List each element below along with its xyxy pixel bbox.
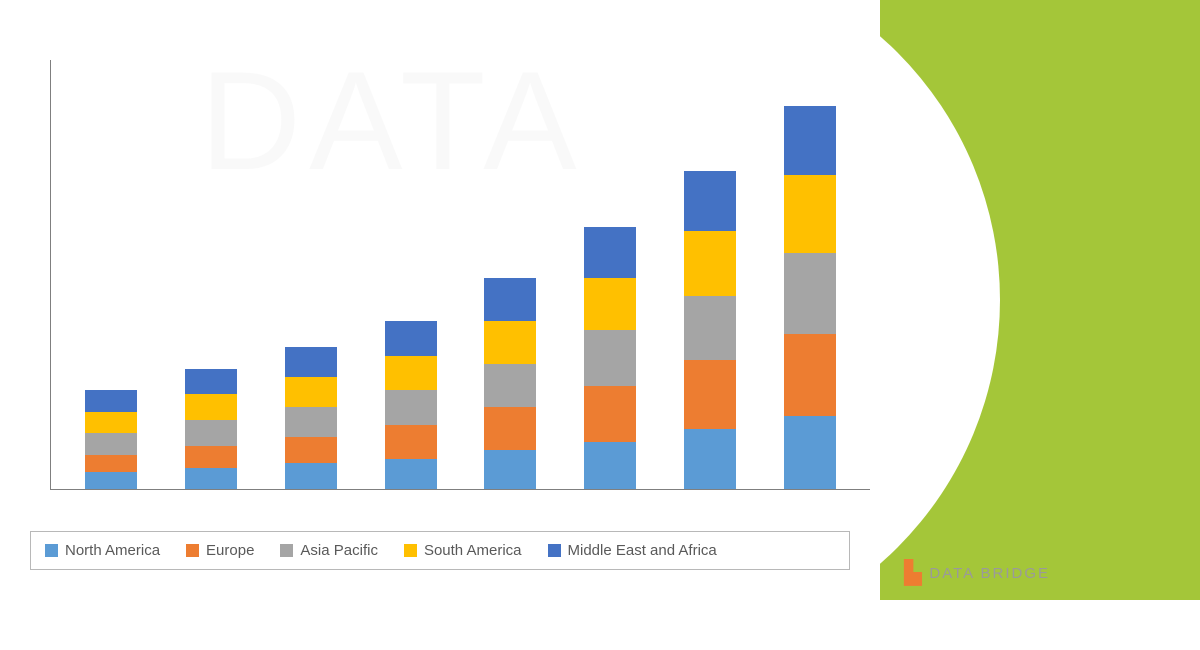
segment-ap bbox=[484, 364, 536, 407]
segment-eu bbox=[684, 360, 736, 429]
segment-sa bbox=[185, 394, 237, 420]
bar-1 bbox=[185, 369, 237, 489]
legend-label: Middle East and Africa bbox=[568, 542, 717, 559]
segment-ap bbox=[584, 330, 636, 386]
stacked-bar-chart bbox=[30, 30, 890, 490]
segment-eu bbox=[784, 334, 836, 416]
segment-eu bbox=[85, 455, 137, 472]
legend-label: Europe bbox=[206, 542, 254, 559]
legend-swatch bbox=[404, 544, 417, 557]
segment-sa bbox=[85, 412, 137, 434]
legend-item-eu: Europe bbox=[186, 542, 254, 559]
segment-ap bbox=[784, 253, 836, 335]
legend-item-sa: South America bbox=[404, 542, 522, 559]
segment-na bbox=[684, 429, 736, 489]
legend-swatch bbox=[280, 544, 293, 557]
segment-mea bbox=[784, 106, 836, 175]
plot-area bbox=[50, 60, 870, 490]
segment-mea bbox=[385, 321, 437, 355]
segment-ap bbox=[285, 407, 337, 437]
segment-mea bbox=[185, 369, 237, 395]
segment-mea bbox=[684, 171, 736, 231]
segment-eu bbox=[385, 425, 437, 459]
legend-item-mea: Middle East and Africa bbox=[548, 542, 717, 559]
footer-brand-text: DATA BRIDGE bbox=[929, 565, 1050, 582]
legend-swatch bbox=[548, 544, 561, 557]
legend-swatch bbox=[45, 544, 58, 557]
logo-icon: ▙ bbox=[904, 560, 923, 586]
legend-item-na: North America bbox=[45, 542, 160, 559]
bar-3 bbox=[385, 321, 437, 489]
segment-eu bbox=[584, 386, 636, 442]
segment-na bbox=[584, 442, 636, 489]
segment-na bbox=[85, 472, 137, 489]
segment-na bbox=[385, 459, 437, 489]
segment-eu bbox=[285, 437, 337, 463]
segment-mea bbox=[285, 347, 337, 377]
bar-7 bbox=[784, 106, 836, 489]
bar-4 bbox=[484, 278, 536, 489]
legend-label: South America bbox=[424, 542, 522, 559]
legend-item-ap: Asia Pacific bbox=[280, 542, 378, 559]
bar-0 bbox=[85, 390, 137, 489]
segment-sa bbox=[684, 231, 736, 296]
chart-legend: North America Europe Asia Pacific South Ame… bbox=[30, 531, 850, 570]
segment-sa bbox=[584, 278, 636, 330]
legend-label: North America bbox=[65, 542, 160, 559]
segment-na bbox=[185, 468, 237, 490]
segment-sa bbox=[385, 356, 437, 390]
segment-ap bbox=[185, 420, 237, 446]
segment-eu bbox=[185, 446, 237, 468]
bar-6 bbox=[684, 171, 736, 489]
segment-na bbox=[784, 416, 836, 489]
footer-brand: ▙ DATA BRIDGE bbox=[904, 560, 1050, 586]
bar-2 bbox=[285, 347, 337, 489]
segment-ap bbox=[684, 296, 736, 361]
segment-eu bbox=[484, 407, 536, 450]
segment-ap bbox=[85, 433, 137, 455]
segment-sa bbox=[484, 321, 536, 364]
segment-mea bbox=[584, 227, 636, 279]
segment-sa bbox=[784, 175, 836, 252]
segment-na bbox=[484, 450, 536, 489]
legend-label: Asia Pacific bbox=[300, 542, 378, 559]
legend-swatch bbox=[186, 544, 199, 557]
bar-5 bbox=[584, 227, 636, 489]
segment-ap bbox=[385, 390, 437, 424]
segment-mea bbox=[85, 390, 137, 412]
segment-mea bbox=[484, 278, 536, 321]
segment-sa bbox=[285, 377, 337, 407]
segment-na bbox=[285, 463, 337, 489]
